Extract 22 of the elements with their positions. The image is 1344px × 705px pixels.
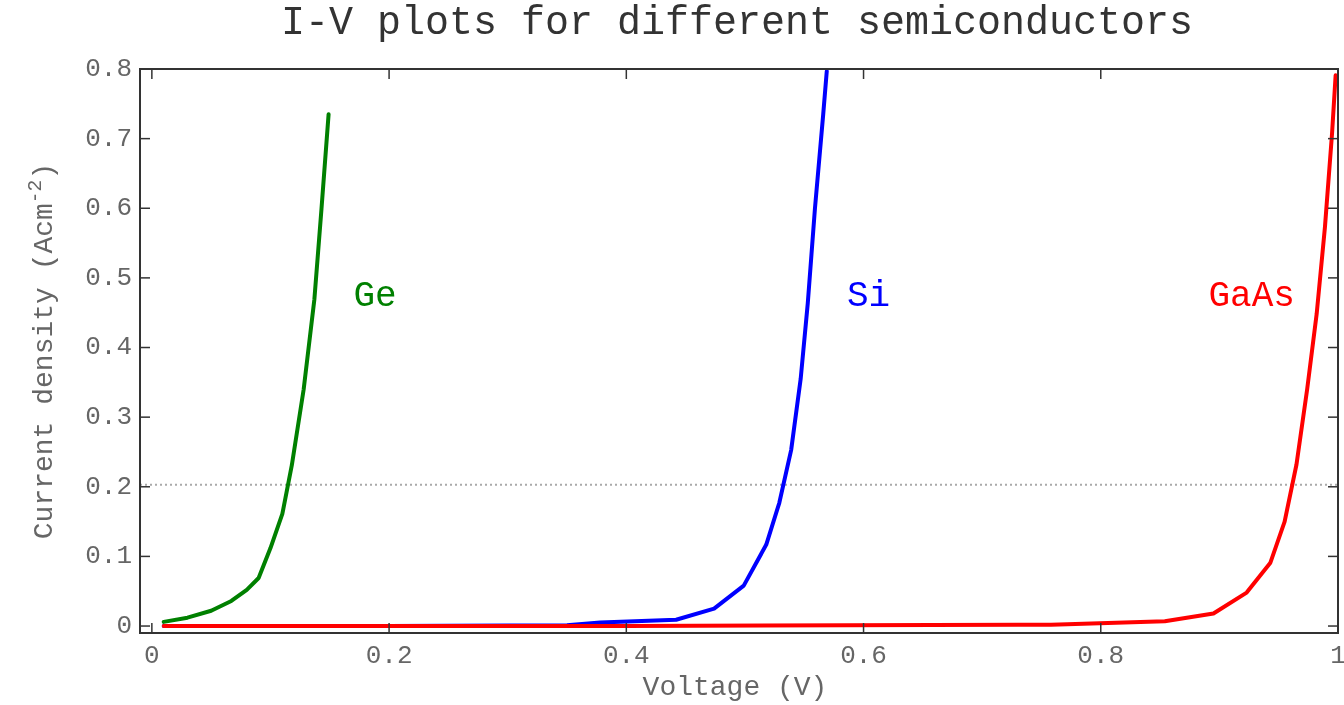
series-label: Ge xyxy=(353,275,397,317)
x-tick-label: 0 xyxy=(144,641,160,671)
x-tick-label: 0.6 xyxy=(840,641,887,671)
y-tick-label: 0.3 xyxy=(85,402,132,433)
y-tick-label: 0.2 xyxy=(85,471,132,502)
y-tick-label: 0.8 xyxy=(85,53,132,84)
y-tick-label: 0.6 xyxy=(85,193,132,224)
y-tick-label: 0.5 xyxy=(85,262,132,293)
x-tick-label: 1 xyxy=(1330,641,1344,671)
line-series xyxy=(161,112,331,624)
y-tick-label: 0.7 xyxy=(85,123,132,154)
x-axis-title: Voltage (V) xyxy=(642,672,828,703)
series-label: Si xyxy=(846,275,891,317)
x-tick-label: 0.4 xyxy=(602,641,650,671)
chart-title: I-V plots for different semiconductors xyxy=(280,1,1194,46)
line-series xyxy=(161,73,1338,629)
x-tick-label: 0.8 xyxy=(1077,641,1125,671)
y-tick-label: 0.4 xyxy=(85,332,132,363)
y-tick-label: 0.1 xyxy=(85,541,132,572)
y-tick-label: 0 xyxy=(116,610,132,641)
series-label: GaAs xyxy=(1208,275,1295,317)
x-tick-label: 0.2 xyxy=(365,641,413,671)
